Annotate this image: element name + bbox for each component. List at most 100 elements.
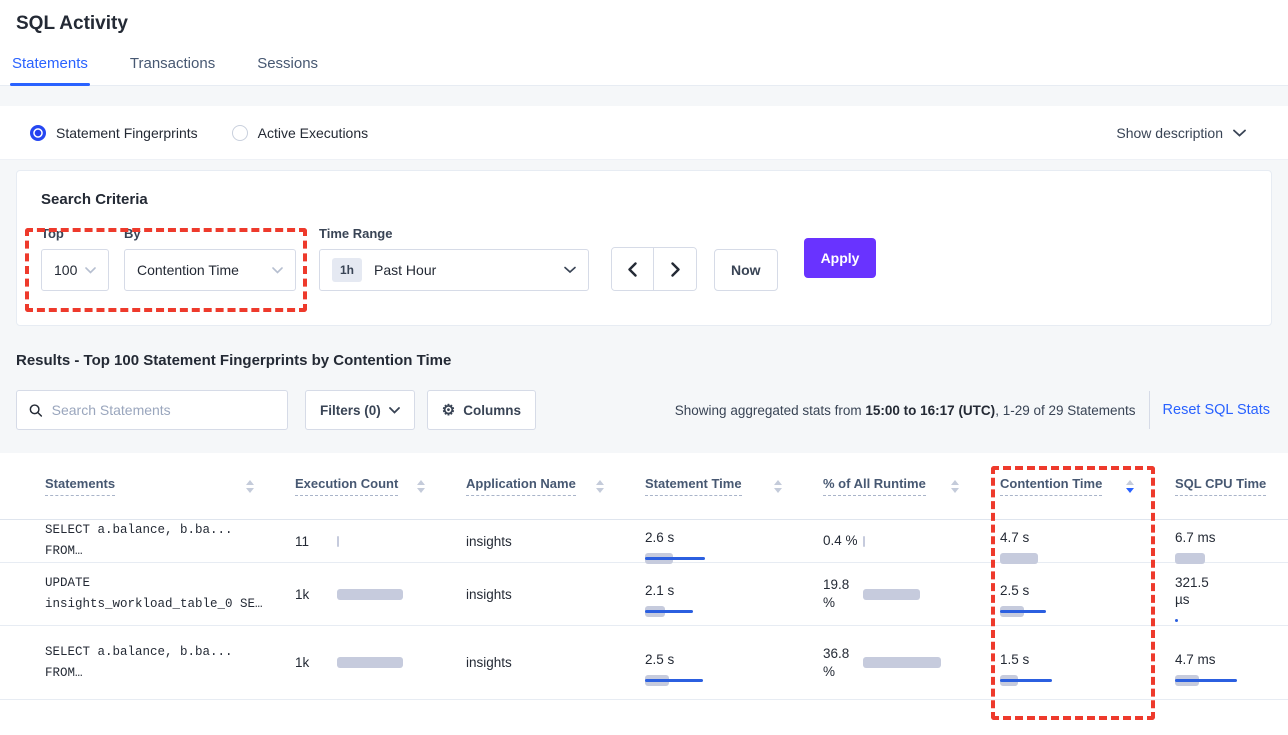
search-statements-input[interactable] — [51, 402, 275, 418]
top-select[interactable]: 100 — [41, 249, 109, 291]
value-bar — [337, 588, 425, 600]
content-area: Statement Fingerprints Active Executions … — [0, 86, 1288, 735]
sort-icon — [941, 479, 959, 493]
top-label: Top — [41, 226, 64, 241]
execution-count-cell: 1k — [280, 655, 451, 670]
radio-option-label: Statement Fingerprints — [56, 124, 198, 141]
column-header-statement_time[interactable]: Statement Time — [630, 476, 808, 496]
value-bar — [337, 657, 425, 668]
radio-option-active-executions[interactable]: Active Executions — [231, 124, 368, 141]
application-cell: insights — [451, 534, 630, 549]
statement-time-cell: 2.1 s — [630, 582, 808, 617]
statement-text-line: FROM… — [45, 665, 83, 680]
bar-gray — [863, 657, 941, 668]
application-cell: insights — [451, 587, 630, 602]
tab-transactions[interactable]: Transactions — [129, 55, 216, 72]
prev-time-button[interactable] — [612, 248, 654, 290]
execution-count-cell: 1k — [280, 587, 451, 602]
cpu-time-cell: 6.7 ms — [1160, 529, 1288, 564]
sort-icon — [764, 479, 782, 493]
next-time-button[interactable] — [654, 248, 696, 290]
column-label: Statement Time — [645, 476, 742, 496]
view-mode-radio-group: Statement Fingerprints Active Executions — [30, 124, 368, 141]
cell-value: 4.7 s — [1000, 530, 1030, 545]
statement-fingerprint-link[interactable]: UPDATE insights_workload_table_0 SE… — [30, 573, 280, 615]
columns-button[interactable]: ⚙ Columns — [426, 390, 536, 430]
apply-button[interactable]: Apply — [803, 238, 877, 278]
value-bar — [863, 588, 959, 600]
column-header-execution_count[interactable]: Execution Count — [280, 476, 451, 496]
by-select-value: Contention Time — [137, 262, 239, 278]
time-range-label: Time Range — [319, 226, 393, 241]
sort-icon — [407, 479, 425, 493]
now-button[interactable]: Now — [714, 249, 778, 291]
chevron-down-icon — [388, 406, 400, 414]
runtime-pct-cell: 19.8 % — [808, 576, 985, 612]
radio-selected-icon — [30, 124, 46, 141]
bar-blue-line — [1000, 610, 1046, 613]
cell-value: 19.8 % — [823, 577, 850, 610]
chevron-down-icon — [272, 266, 283, 274]
bar-gray — [337, 657, 403, 668]
table-row: UPDATE insights_workload_table_0 SE… 1k ins… — [0, 563, 1288, 626]
bar-blue-line — [645, 610, 693, 613]
cell-value: insights — [466, 533, 512, 549]
top-select-value: 100 — [54, 262, 78, 278]
chevron-right-icon — [670, 261, 680, 277]
radio-option-statement-fingerprints[interactable]: Statement Fingerprints — [30, 124, 198, 141]
execution-count-cell: 11 — [280, 534, 451, 549]
cell-value: insights — [466, 586, 512, 602]
columns-label: Columns — [463, 402, 521, 418]
table-row: SELECT a.balance, b.ba... FROM… 11 insights… — [0, 520, 1288, 564]
by-label: By — [124, 226, 141, 241]
value-bar — [863, 657, 959, 668]
cell-value: 0.4 % — [823, 533, 858, 548]
bar-blue-line — [1175, 618, 1178, 622]
reset-sql-stats-link[interactable]: Reset SQL Stats — [1162, 402, 1270, 418]
contention-time-cell: 1.5 s — [985, 651, 1160, 686]
by-select[interactable]: Contention Time — [124, 249, 296, 291]
cell-value: 1k — [295, 655, 310, 670]
column-label: Execution Count — [295, 476, 399, 496]
statement-text-line: FROM… — [45, 544, 83, 558]
chevron-left-icon — [628, 261, 637, 277]
sort-icon — [1116, 479, 1134, 493]
cell-value: 6.7 ms — [1175, 530, 1216, 545]
column-header-application[interactable]: Application Name — [451, 476, 630, 496]
column-header-statement[interactable]: Statements — [30, 476, 280, 496]
bar-gray — [863, 588, 920, 600]
cell-value: 4.7 ms — [1175, 651, 1216, 667]
tab-bar: Statements Transactions Sessions — [0, 55, 1288, 86]
column-header-runtime_pct[interactable]: % of All Runtime — [808, 476, 985, 496]
statements-table: Statements Execution Count Application Nam… — [0, 453, 1288, 735]
cpu-time-cell: 321.5 µs — [1160, 574, 1288, 622]
toolbar-right: Showing aggregated stats from 15:00 to 1… — [675, 391, 1272, 429]
show-description-label: Show description — [1116, 124, 1223, 141]
time-range-badge: 1h — [332, 258, 363, 282]
cell-value: 1k — [295, 586, 310, 602]
cell-value: insights — [466, 655, 512, 670]
bar-blue-line — [645, 678, 703, 682]
column-header-cpu_time: SQL CPU Time — [1160, 476, 1288, 496]
tab-statements[interactable]: Statements — [10, 55, 90, 86]
search-statements-box — [16, 390, 288, 430]
tab-sessions[interactable]: Sessions — [257, 55, 319, 72]
column-label: SQL CPU Time — [1175, 476, 1267, 496]
top-field: Top 100 — [41, 226, 124, 291]
search-icon — [29, 403, 43, 417]
chevron-down-icon — [85, 266, 96, 274]
cpu-time-cell: 4.7 ms — [1160, 651, 1288, 686]
cell-value: 11 — [295, 533, 310, 549]
value-bar — [863, 535, 959, 547]
time-range-select[interactable]: 1h Past Hour — [319, 249, 589, 291]
statement-fingerprint-link[interactable]: SELECT a.balance, b.ba... FROM… — [30, 642, 280, 684]
value-bar — [337, 535, 425, 547]
show-description-toggle[interactable]: Show description — [1116, 125, 1246, 141]
filters-button[interactable]: Filters (0) — [305, 390, 415, 430]
gear-icon: ⚙ — [441, 401, 456, 419]
cell-value: 2.5 s — [645, 651, 675, 667]
statement-text-line: SELECT a.balance, b.ba... — [45, 644, 233, 659]
column-header-contention_time[interactable]: Contention Time — [985, 476, 1160, 496]
cell-value: 1.5 s — [1000, 651, 1030, 667]
statement-fingerprint-link[interactable]: SELECT a.balance, b.ba... FROM… — [30, 520, 280, 562]
